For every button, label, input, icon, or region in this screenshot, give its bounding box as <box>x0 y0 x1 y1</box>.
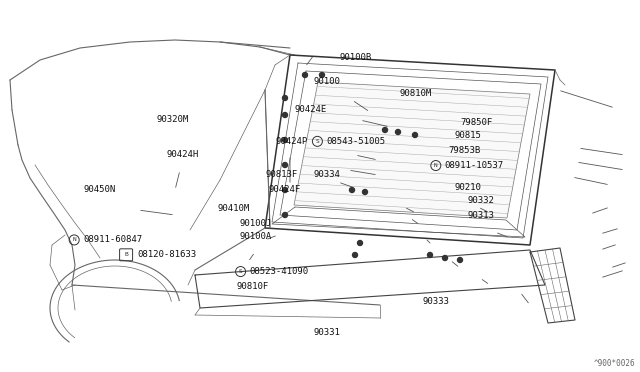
Circle shape <box>282 163 287 167</box>
Text: 90450N: 90450N <box>83 185 115 194</box>
Text: 08523-41090: 08523-41090 <box>250 267 308 276</box>
Text: 08911-10537: 08911-10537 <box>445 161 504 170</box>
Text: 90815: 90815 <box>454 131 481 140</box>
Circle shape <box>319 73 324 77</box>
Text: 90332: 90332 <box>467 196 494 205</box>
Text: 90100A: 90100A <box>240 232 272 241</box>
Text: S: S <box>239 269 243 274</box>
Text: 90424E: 90424E <box>294 105 326 114</box>
Text: 90320M: 90320M <box>157 115 189 124</box>
Circle shape <box>396 129 401 135</box>
Circle shape <box>282 112 287 118</box>
Circle shape <box>282 212 287 218</box>
Circle shape <box>349 187 355 192</box>
Text: N: N <box>434 163 438 168</box>
Text: 90100J: 90100J <box>240 219 272 228</box>
Circle shape <box>282 138 287 142</box>
Text: 90313: 90313 <box>467 211 494 220</box>
Circle shape <box>303 73 307 77</box>
Text: 90410M: 90410M <box>218 204 250 213</box>
Text: 90334: 90334 <box>314 170 340 179</box>
Text: B: B <box>125 252 129 257</box>
Circle shape <box>383 128 387 132</box>
Text: 90424F: 90424F <box>269 185 301 194</box>
Text: 90210: 90210 <box>454 183 481 192</box>
Text: 90810M: 90810M <box>400 89 432 97</box>
Text: 90100B: 90100B <box>339 53 371 62</box>
Polygon shape <box>294 82 530 218</box>
Text: 90810F: 90810F <box>237 282 269 291</box>
Text: 90424H: 90424H <box>166 150 198 159</box>
Text: S: S <box>316 139 319 144</box>
Text: 90424P: 90424P <box>275 137 307 146</box>
Text: 79853B: 79853B <box>448 146 480 155</box>
Circle shape <box>442 256 447 260</box>
Circle shape <box>428 253 433 257</box>
Circle shape <box>282 96 287 100</box>
Text: 90331: 90331 <box>314 328 340 337</box>
Text: N: N <box>72 237 76 243</box>
Circle shape <box>362 189 367 195</box>
Circle shape <box>353 253 358 257</box>
Text: 90100: 90100 <box>314 77 340 86</box>
Text: 79850F: 79850F <box>461 118 493 127</box>
Text: 08120-81633: 08120-81633 <box>138 250 196 259</box>
Text: 08543-51005: 08543-51005 <box>326 137 385 146</box>
Text: ^900*0026: ^900*0026 <box>593 359 635 368</box>
Text: 90333: 90333 <box>422 297 449 306</box>
Circle shape <box>358 241 362 246</box>
Circle shape <box>282 187 287 192</box>
Circle shape <box>413 132 417 138</box>
Circle shape <box>458 257 463 263</box>
Text: 08911-60847: 08911-60847 <box>83 235 142 244</box>
Text: 90813F: 90813F <box>266 170 298 179</box>
